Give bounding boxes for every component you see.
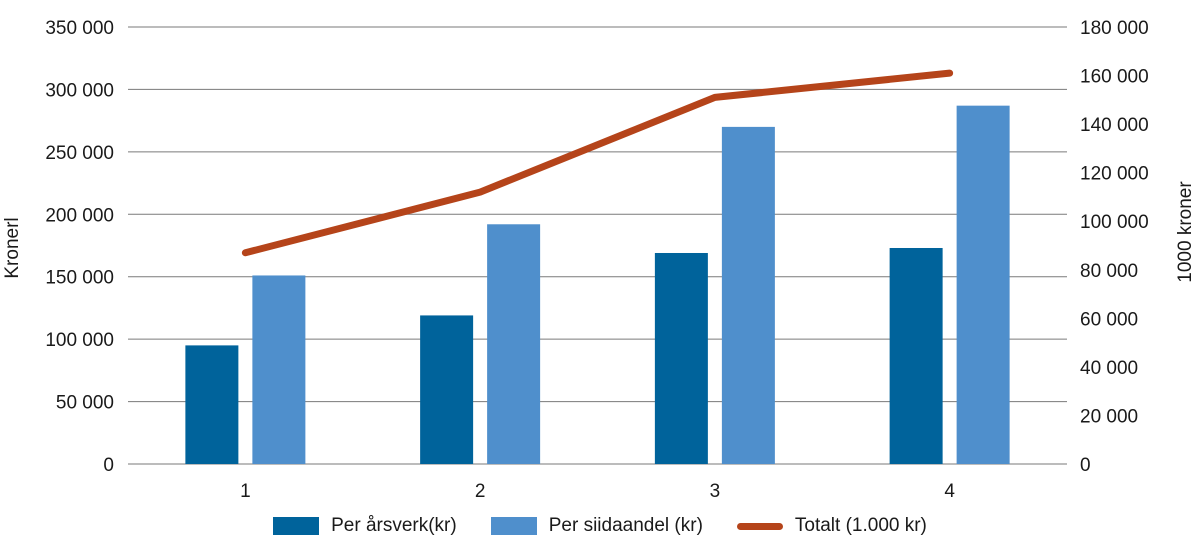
y-tick-label: 0	[103, 455, 114, 476]
y2-tick-label: 0	[1080, 455, 1091, 476]
bar-per-arsverk	[889, 247, 943, 464]
bar-per-arsverk	[420, 315, 474, 464]
y2-tick-label: 120 000	[1080, 164, 1149, 185]
y-tick-label: 150 000	[45, 268, 114, 289]
y2-tick-label: 180 000	[1080, 18, 1149, 39]
bar-per-arsverk	[185, 345, 239, 464]
right-axis-ticks: 0 20 000 40 000 60 000 80 000 100 000 120 000 1…	[1080, 18, 1149, 476]
y-tick-label: 250 000	[45, 143, 114, 164]
bars	[185, 105, 1010, 464]
legend-item-per-siidaandel: Per siidaandel (kr)	[490, 515, 703, 537]
bar-per-siidaandel	[252, 275, 306, 464]
y2-tick-label: 20 000	[1080, 406, 1138, 427]
y2-tick-label: 80 000	[1080, 261, 1138, 282]
y-tick-label: 200 000	[45, 205, 114, 226]
x-tick-label: 3	[710, 481, 721, 502]
bar-per-siidaandel	[721, 126, 775, 464]
y2-axis-title: 1000 kroner	[1175, 181, 1196, 283]
x-tick-label: 4	[944, 481, 955, 502]
x-tick-label: 1	[240, 481, 251, 502]
y-tick-label: 50 000	[56, 393, 114, 414]
legend-swatch-totalt	[736, 522, 783, 530]
left-axis-ticks: 0 50 000 100 000 150 000 200 000 250 000 300 0…	[45, 18, 114, 476]
x-tick-label: 2	[475, 481, 486, 502]
total-line	[241, 69, 954, 257]
legend-label-per-arsverk: Per årsverk(kr)	[331, 515, 457, 536]
legend-item-totalt: Totalt (1.000 kr)	[736, 515, 927, 537]
bar-per-arsverk	[654, 252, 708, 464]
total-line-layer	[241, 69, 954, 257]
legend-swatch-per-arsverk	[273, 517, 320, 535]
legend-swatch-per-siidaandel	[490, 517, 537, 535]
y-axis-title: Kronerl	[2, 217, 23, 278]
legend-label-per-siidaandel: Per siidaandel (kr)	[548, 515, 703, 536]
legend-item-per-arsverk: Per årsverk(kr)	[273, 515, 457, 537]
bar-per-siidaandel	[956, 105, 1010, 464]
chart: 0 50 000 100 000 150 000 200 000 250 000 300 0…	[2, 18, 1196, 502]
legend: Per årsverk(kr) Per siidaandel (kr) Tota…	[0, 515, 1200, 537]
y2-tick-label: 60 000	[1080, 309, 1138, 330]
y-tick-label: 350 000	[45, 18, 114, 39]
y2-tick-label: 160 000	[1080, 67, 1149, 88]
legend-label-totalt: Totalt (1.000 kr)	[794, 515, 927, 536]
y2-tick-label: 140 000	[1080, 115, 1149, 136]
x-axis-ticks: 1 2 3 4	[240, 481, 955, 502]
bar-per-siidaandel	[487, 224, 541, 464]
y-tick-label: 300 000	[45, 80, 114, 101]
y2-tick-label: 40 000	[1080, 358, 1138, 379]
y2-tick-label: 100 000	[1080, 212, 1149, 233]
y-tick-label: 100 000	[45, 330, 114, 351]
